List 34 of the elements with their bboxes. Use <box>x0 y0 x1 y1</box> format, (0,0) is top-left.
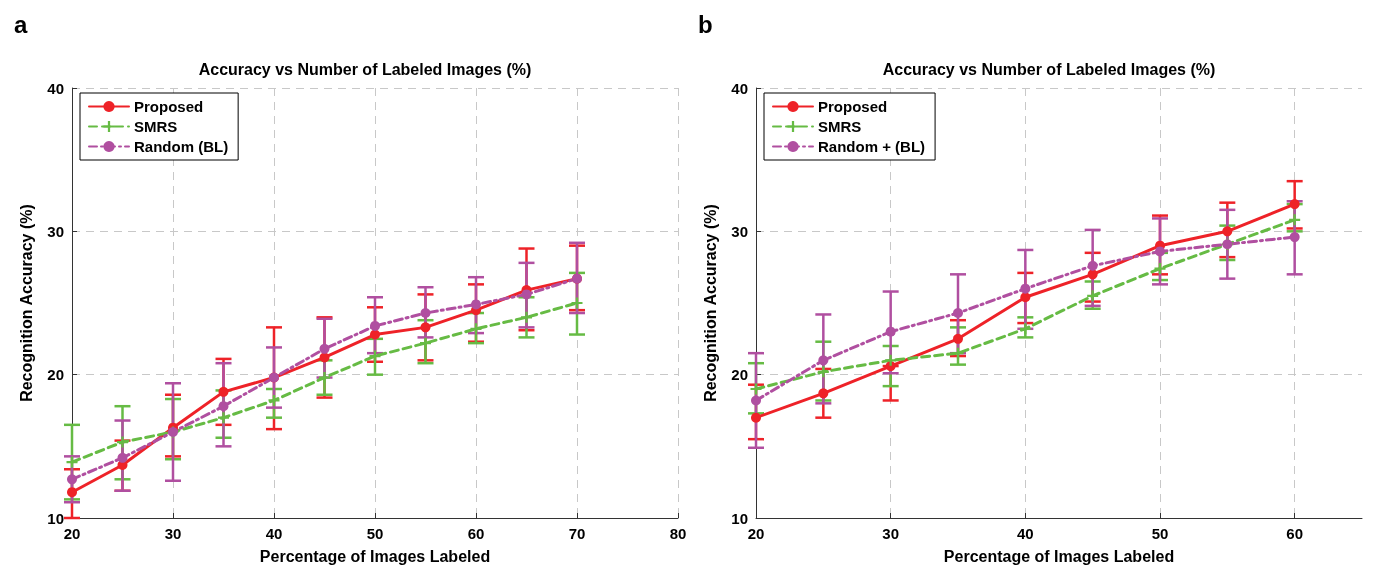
y-tick-label: 30 <box>731 222 748 240</box>
y-axis-title: Recognition Accuracy (%) <box>17 204 35 402</box>
y-axis-title: Recognition Accuracy (%) <box>701 204 719 402</box>
legend-label: Proposed <box>818 98 888 115</box>
y-tick-label: 20 <box>47 366 64 384</box>
legend-label: Random (BL) <box>134 138 229 155</box>
x-tick-label: 50 <box>366 525 384 542</box>
legend-label: SMRS <box>818 118 862 135</box>
x-tick-label: 40 <box>265 525 283 542</box>
y-tick-label: 40 <box>47 79 64 97</box>
y-tick-label: 10 <box>47 509 64 527</box>
x-axis-title: Percentage of Images Labeled <box>259 547 491 565</box>
chart-title: Accuracy vs Number of Labeled Images (%) <box>882 60 1216 78</box>
legend-label: Random + (BL) <box>818 138 926 155</box>
x-tick-label: 20 <box>63 525 81 542</box>
x-tick-label: 30 <box>164 525 182 542</box>
x-tick-label: 20 <box>747 525 765 542</box>
x-tick-label: 40 <box>1016 525 1034 542</box>
x-tick-label: 50 <box>1151 525 1169 542</box>
x-tick-label: 80 <box>669 525 687 542</box>
y-tick-label: 30 <box>47 222 64 240</box>
chart-title: Accuracy vs Number of Labeled Images (%) <box>198 60 532 78</box>
y-tick-label: 20 <box>731 366 748 384</box>
text: b <box>698 10 713 38</box>
x-tick-label: 30 <box>882 525 900 542</box>
text: a <box>14 10 28 38</box>
legend-label: SMRS <box>134 118 178 135</box>
x-axis-title: Percentage of Images Labeled <box>943 547 1175 565</box>
x-tick-label: 60 <box>467 525 485 542</box>
legend-label: Proposed <box>134 98 204 115</box>
x-tick-label: 70 <box>568 525 586 542</box>
y-tick-label: 10 <box>731 509 748 527</box>
x-tick-label: 60 <box>1286 525 1304 542</box>
y-tick-label: 40 <box>731 79 748 97</box>
